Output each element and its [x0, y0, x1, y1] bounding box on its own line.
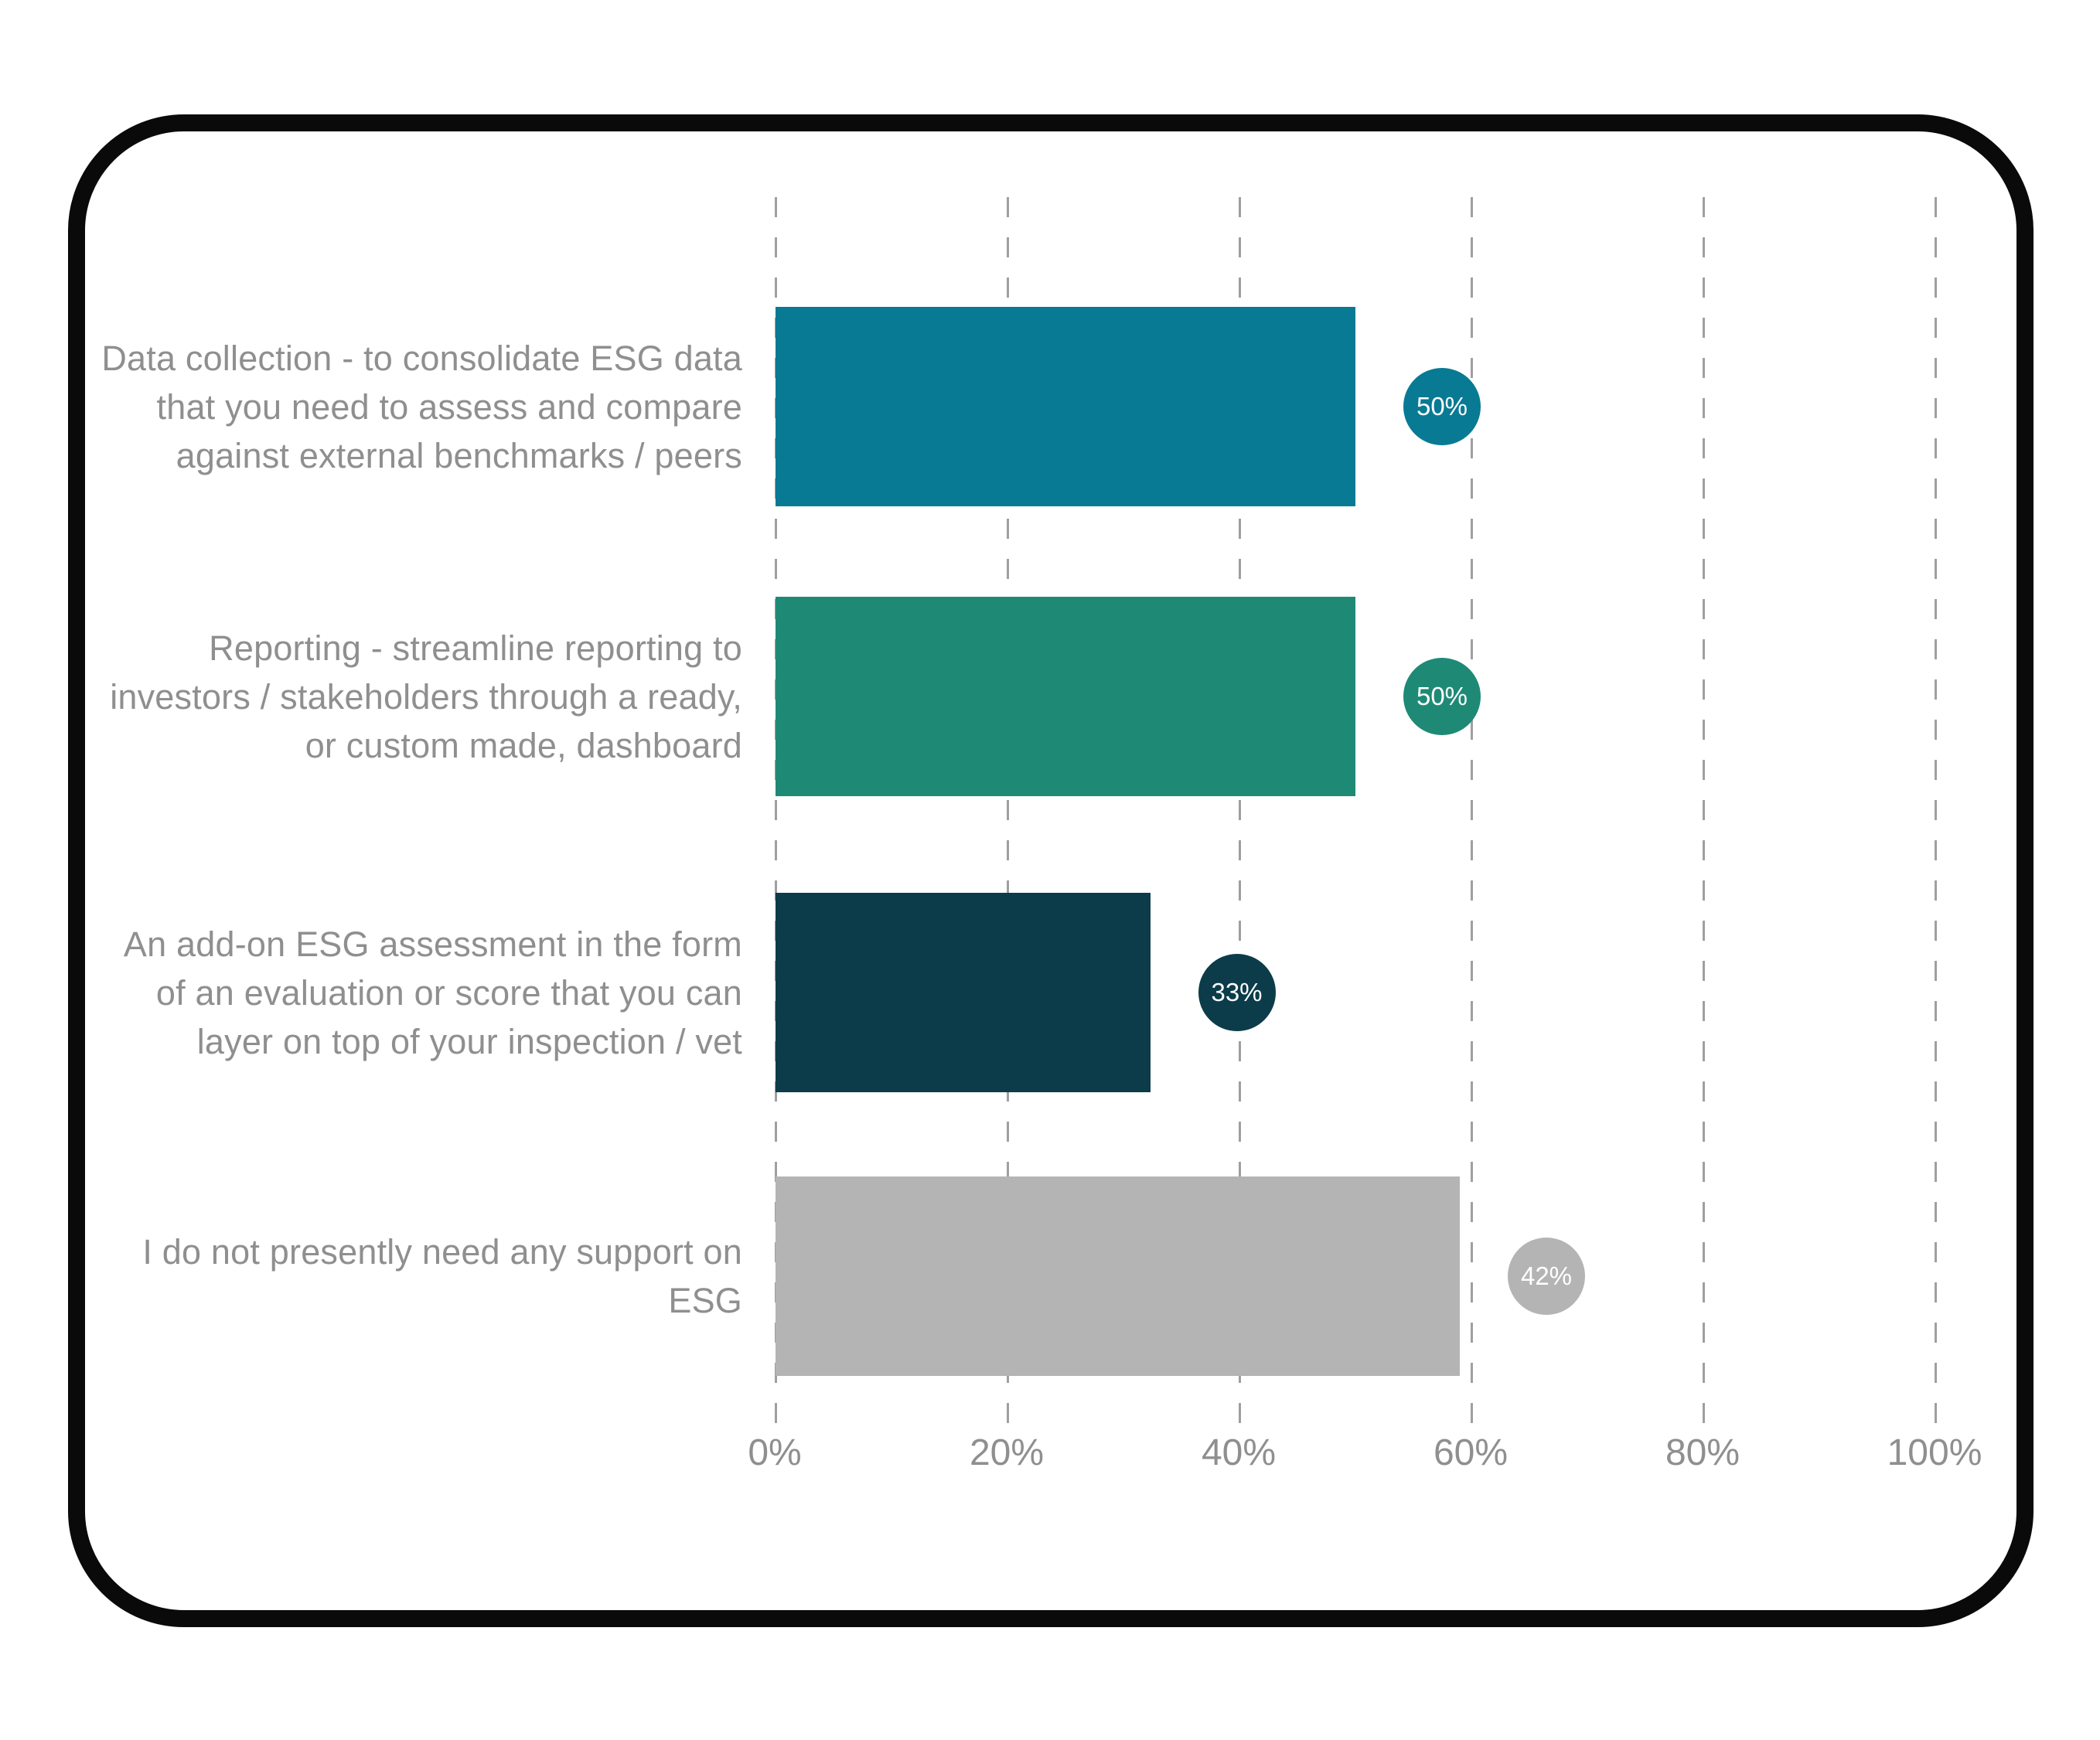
gridline-20pct [1007, 197, 1009, 1436]
value-badge-esg-assessment: 33% [1198, 954, 1276, 1031]
bar-row-reporting: 50% [776, 597, 1481, 796]
bar-row-no-support: 42% [776, 1176, 1585, 1376]
category-label-data-collection: Data collection - to consolidate ESG dat… [101, 338, 742, 475]
gridline-80pct [1703, 197, 1705, 1436]
gridline-40pct [1239, 197, 1241, 1436]
x-tick-80pct: 80% [1665, 1432, 1740, 1473]
x-tick-60pct: 60% [1433, 1432, 1509, 1473]
bar-row-data-collection: 50% [776, 307, 1481, 506]
value-badge-no-support: 42% [1508, 1238, 1585, 1315]
bar-data-collection [776, 307, 1355, 506]
x-tick-100pct: 100% [1887, 1432, 1982, 1473]
category-label-esg-assessment: An add-on ESG assessment in the form of … [123, 924, 742, 1061]
rounded-frame-border [68, 114, 2034, 1627]
bar-no-support [776, 1176, 1460, 1376]
x-tick-0pct: 0% [748, 1432, 802, 1473]
x-tick-40pct: 40% [1201, 1432, 1277, 1473]
category-label-reporting: Reporting - streamline reporting to inve… [110, 628, 742, 765]
gridline-60pct [1471, 197, 1473, 1436]
category-label-no-support: I do not presently need any support on E… [142, 1232, 742, 1320]
value-badge-data-collection: 50% [1403, 368, 1481, 445]
x-tick-20pct: 20% [969, 1432, 1045, 1473]
gridline-100pct [1935, 197, 1937, 1436]
bar-reporting [776, 597, 1355, 796]
gridline-0pct [775, 197, 777, 1436]
bar-row-esg-assessment: 33% [776, 893, 1276, 1092]
value-badge-reporting: 50% [1403, 658, 1481, 735]
bar-esg-assessment [776, 893, 1151, 1092]
